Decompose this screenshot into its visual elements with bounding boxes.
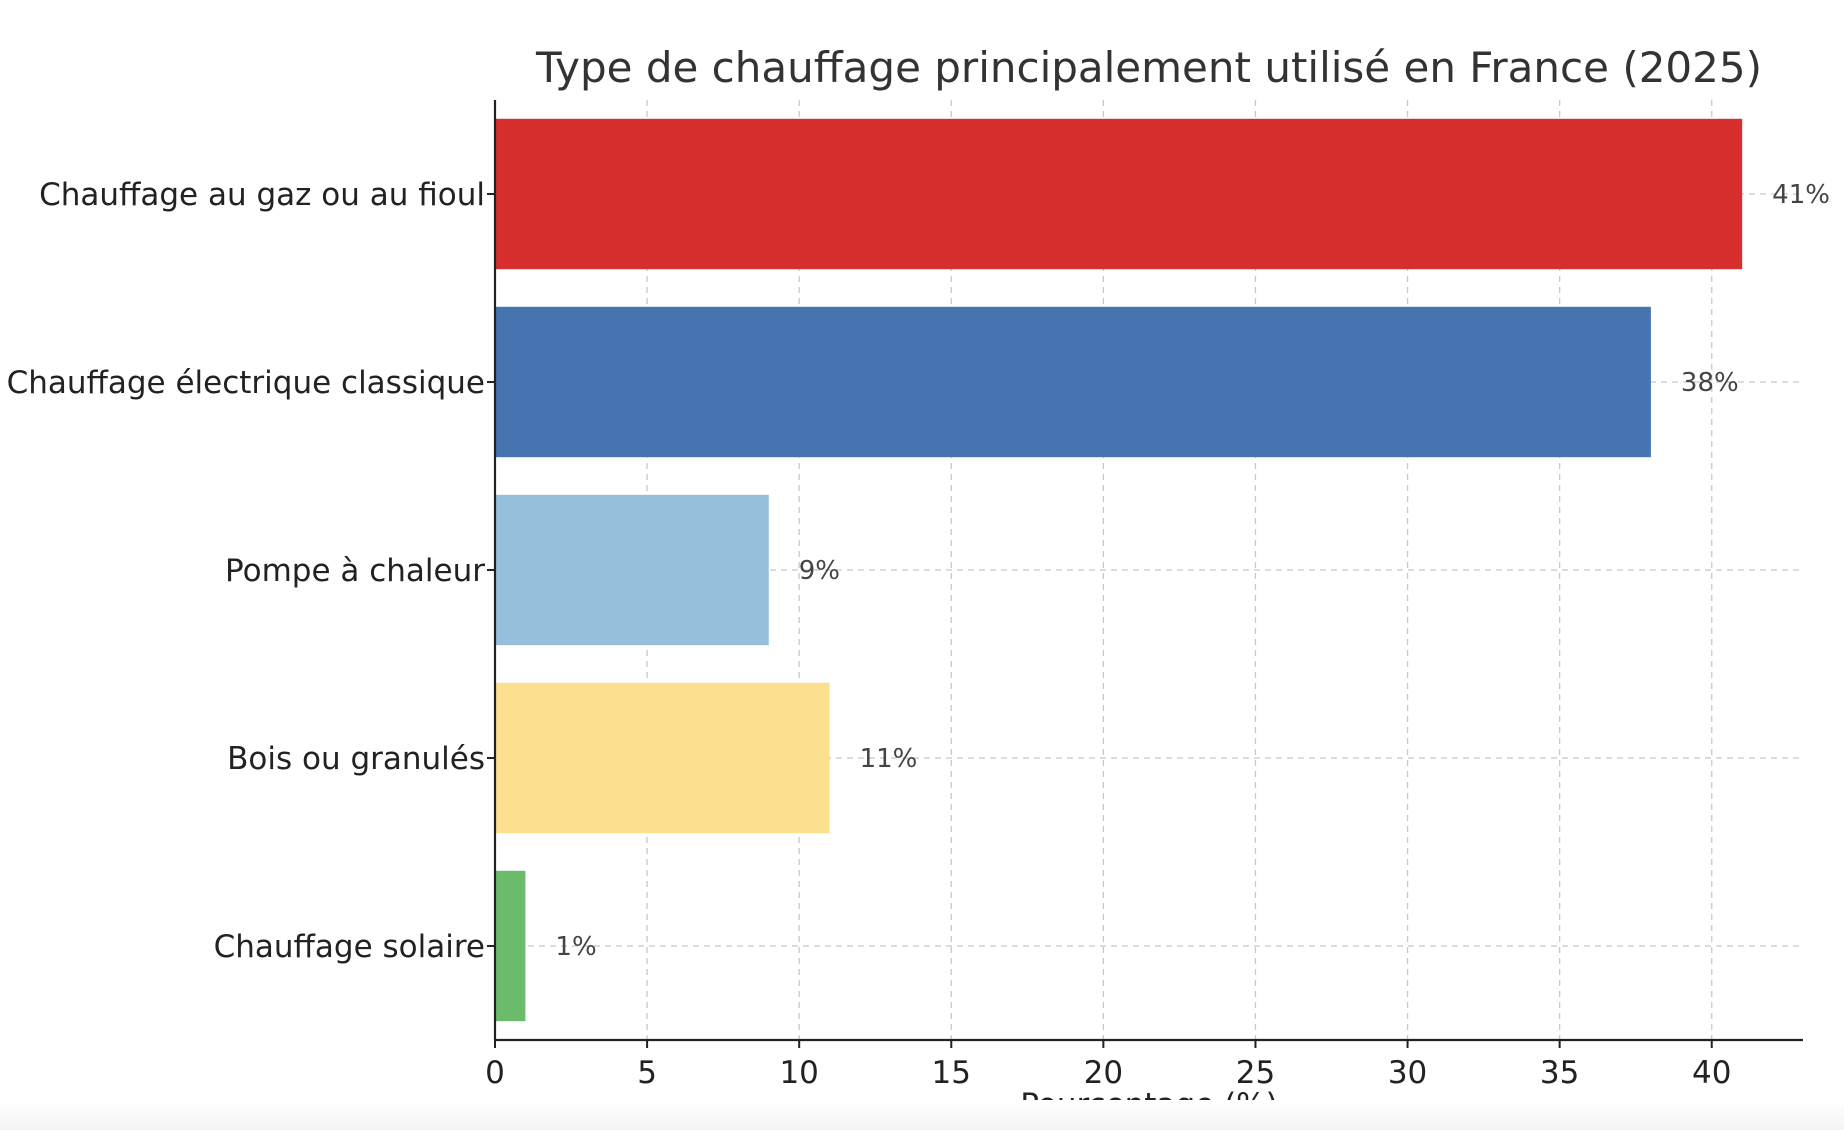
y-tick-label-4: Chauffage solaire [214,929,485,965]
chart-title: Type de chauffage principalement utilisé… [535,43,1762,92]
y-tick-label-0: Chauffage au gaz ou au fioul [39,177,485,213]
y-axis-ticks: Chauffage au gaz ou au fioul Chauffage él… [7,177,495,965]
y-tick-label-1: Chauffage électrique classique [7,365,485,401]
bar-0 [495,118,1743,270]
x-tick-label-7: 35 [1540,1055,1579,1091]
data-label-2: 9% [799,556,840,586]
bar-2 [495,494,769,646]
x-axis-ticks: 0 5 10 15 20 25 30 35 40 [485,1040,1731,1091]
data-label-3: 11% [860,744,918,774]
y-tick-label-2: Pompe à chaleur [225,553,485,589]
x-tick-label-6: 30 [1388,1055,1427,1091]
y-tick-label-3: Bois ou granulés [227,741,485,777]
x-tick-label-2: 10 [779,1055,818,1091]
data-labels: 41% 38% 9% 11% 1% [555,180,1830,962]
data-label-4: 1% [555,932,596,962]
data-label-1: 38% [1681,368,1739,398]
bottom-strip [0,1100,1844,1130]
bar-1 [495,306,1651,458]
bar-3 [495,682,830,834]
x-tick-label-8: 40 [1692,1055,1731,1091]
x-tick-label-5: 25 [1236,1055,1275,1091]
x-tick-label-4: 20 [1084,1055,1123,1091]
bar-4 [495,870,526,1022]
data-label-0: 41% [1772,180,1830,210]
x-tick-label-0: 0 [485,1055,505,1091]
x-tick-label-3: 15 [932,1055,971,1091]
bars [495,118,1743,1022]
x-tick-label-1: 5 [637,1055,657,1091]
